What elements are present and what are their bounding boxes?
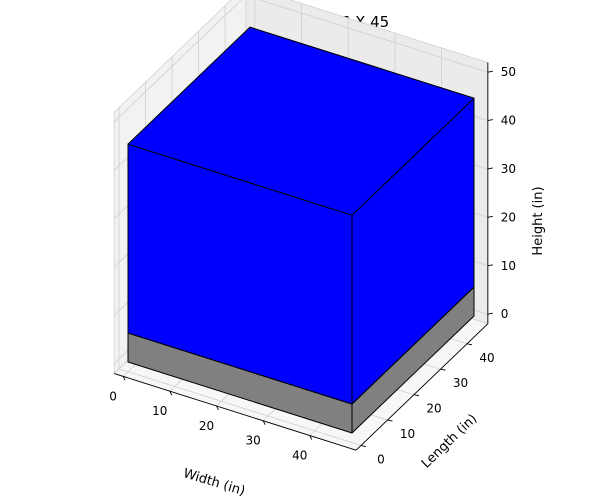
y-tick-label-0: 0 xyxy=(377,453,385,467)
z-tick-label-5: 50 xyxy=(501,65,516,79)
x-tick-label-0: 0 xyxy=(109,389,117,403)
y-tick-mark-4 xyxy=(466,343,473,346)
z-tick-mark-0 xyxy=(487,312,493,315)
grid-y-0 xyxy=(118,107,362,446)
z-tick-mark-5 xyxy=(487,70,493,73)
y-axis-line xyxy=(355,323,489,451)
z-tick-mark-2 xyxy=(487,215,493,218)
y-tick-mark-3 xyxy=(440,368,446,371)
x-tick-mark-1 xyxy=(169,390,173,396)
z-tick-mark-1 xyxy=(487,264,493,267)
z-axis-label: Height (in) xyxy=(531,186,546,255)
y-tick-label-3: 30 xyxy=(453,376,468,390)
box-1 xyxy=(127,26,475,405)
z-tick-label-4: 40 xyxy=(501,114,516,128)
y-axis-label: Length (in) xyxy=(419,411,480,471)
y-tick-label-1: 10 xyxy=(400,427,415,441)
tick-labels: 0 10 20 30 40 0 10 20 30 40 0 10 20 30 40 50 xyxy=(109,65,516,466)
grid-z-50 xyxy=(113,0,488,123)
axes-layer xyxy=(114,62,493,451)
boxes-layer xyxy=(127,26,475,434)
x-tick-mark-2 xyxy=(216,405,219,411)
x-tick-label-2: 20 xyxy=(199,419,214,433)
z-tick-label-1: 10 xyxy=(501,259,516,273)
x-tick-label-3: 30 xyxy=(245,434,260,448)
x-axis-label: Width (in) xyxy=(181,466,246,499)
z-tick-label-2: 20 xyxy=(501,210,516,224)
z-tick-label-3: 30 xyxy=(501,162,516,176)
z-tick-mark-3 xyxy=(487,167,493,170)
y-tick-label-2: 20 xyxy=(426,402,441,416)
y-tick-label-4: 40 xyxy=(479,351,494,365)
x-tick-label-4: 40 xyxy=(292,449,307,463)
y-tick-mark-2 xyxy=(413,394,420,397)
z-tick-mark-4 xyxy=(487,119,493,122)
x-tick-label-1: 10 xyxy=(152,404,167,418)
y-tick-mark-1 xyxy=(387,419,393,422)
x-tick-mark-0 xyxy=(122,376,126,381)
y-tick-mark-0 xyxy=(360,445,367,447)
z-tick-label-0: 0 xyxy=(501,307,509,321)
x-tick-mark-4 xyxy=(309,435,313,440)
x-tick-mark-3 xyxy=(262,420,266,425)
box-1-top-face xyxy=(127,26,475,216)
x-axis-line xyxy=(114,373,357,451)
